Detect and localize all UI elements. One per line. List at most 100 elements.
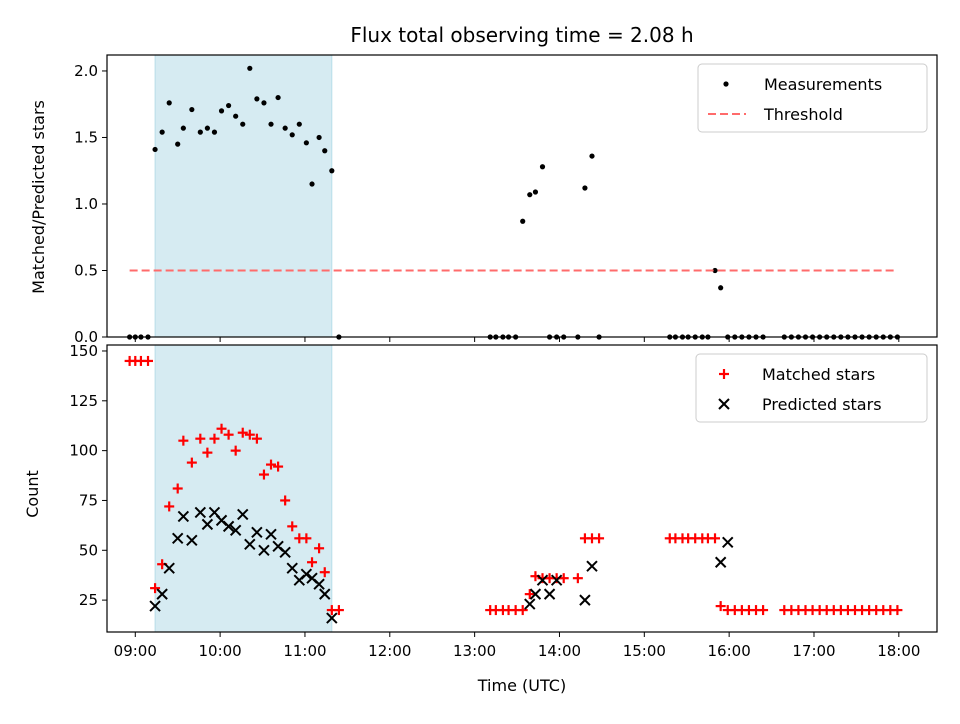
matched-stars-point (202, 447, 213, 458)
predicted-stars-point (722, 536, 734, 549)
matched-stars-point (251, 433, 262, 444)
predicted-stars-point (163, 562, 175, 574)
x-stroke-b (300, 568, 313, 580)
top-y-axis-label: Matched/Predicted stars (29, 100, 48, 294)
top-y-tick-label: 1.5 (74, 128, 98, 146)
x-stroke-b (201, 518, 214, 531)
measurement-point (712, 267, 718, 274)
predicted-stars-point (579, 594, 591, 606)
x-stroke-b (586, 560, 598, 572)
matched-stars-point (572, 573, 583, 584)
legend-box (695, 353, 928, 423)
measurement-point (275, 94, 281, 101)
matched-stars-point (237, 427, 248, 438)
measurement-point (718, 285, 724, 291)
top-panel: 0.0 0.5 1.0 1.5 2.0 Measurements Threshold (74, 54, 938, 346)
bottom-y-tick-label: 75 (79, 491, 98, 509)
matched-stars-point (258, 469, 269, 480)
x-stroke-b (722, 536, 734, 549)
measurement-point (532, 189, 539, 195)
matched-stars-point (287, 521, 298, 532)
predicted-stars-point (265, 528, 277, 541)
top-y-tick-label: 0.0 (74, 328, 98, 346)
predicted-stars-point (529, 588, 542, 600)
x-stroke-b (215, 514, 228, 527)
x-stroke-b (149, 600, 161, 612)
measurement-point (218, 108, 225, 114)
x-tick-label: 17:00 (792, 642, 835, 660)
bottom-axes-frame (106, 344, 938, 633)
predicted-stars-point (313, 578, 325, 590)
x-tick-label: 15:00 (623, 642, 666, 660)
x-stroke-b (286, 562, 298, 574)
x-tick-label: 12:00 (368, 642, 411, 660)
top-legend: Measurements Threshold (697, 63, 928, 133)
legend-box (697, 63, 928, 133)
matched-stars-point (273, 461, 284, 472)
legend-label: Measurements (764, 75, 882, 94)
predicted-stars-point (186, 534, 198, 547)
predicted-stars-point (149, 600, 161, 612)
measurement-point (309, 181, 315, 187)
measurement-point (180, 125, 186, 131)
x-tick-label: 09:00 (114, 642, 157, 660)
x-stroke-b (229, 524, 242, 537)
matched-stars-point (195, 433, 206, 444)
legend-label: Matched stars (762, 365, 875, 384)
measurement-point (189, 106, 195, 113)
matched-stars-point (143, 355, 154, 366)
legend-matched-swatch (719, 369, 729, 379)
measurement-point (152, 146, 158, 153)
predicted-stars-point (524, 598, 536, 610)
x-stroke-b (536, 574, 549, 586)
measurement-point (322, 148, 328, 154)
measurement-point (268, 121, 274, 127)
predicted-stars-point (222, 520, 235, 533)
matched-stars-point (715, 601, 726, 612)
top-observing-span (154, 54, 333, 338)
matched-stars-point (594, 533, 605, 544)
x-stroke-b (251, 526, 263, 539)
x-stroke-b (265, 528, 277, 541)
measurement-point (166, 100, 172, 106)
x-stroke-b (222, 520, 235, 533)
x-stroke-b (579, 594, 591, 606)
predicted-stars-point (194, 506, 207, 519)
x-tick-label: 13:00 (453, 642, 496, 660)
matched-stars-point (307, 557, 318, 568)
x-stroke-b (171, 532, 184, 545)
x-stroke-b (237, 508, 249, 521)
predicted-stars-point (300, 568, 313, 580)
top-y-tick-label: 2.0 (74, 62, 98, 80)
x-tick-label: 18:00 (877, 642, 920, 660)
matched-stars-point (333, 605, 344, 616)
measurement-point (159, 129, 165, 135)
x-tick-label: 11:00 (283, 642, 326, 660)
predicted-stars-point (326, 612, 338, 624)
measurement-point (175, 141, 181, 147)
matched-stars-point (244, 429, 255, 440)
matched-stars-point (178, 435, 189, 446)
predicted-stars-point (237, 508, 249, 521)
x-stroke-b (279, 546, 291, 558)
measurement-point (282, 125, 288, 131)
matched-stars-point (230, 445, 241, 456)
bottom-legend: Matched stars Predicted stars (695, 353, 928, 423)
x-tick-label: 16:00 (708, 642, 751, 660)
matched-stars-point (710, 533, 721, 544)
measurement-point (582, 185, 588, 191)
predicted-stars-point (244, 538, 256, 551)
x-tick-label: 14:00 (538, 642, 581, 660)
legend-measurement-swatch (723, 81, 729, 87)
predicted-stars-point (586, 560, 598, 572)
top-axes-frame (106, 54, 938, 338)
matched-stars-point (892, 605, 903, 616)
predicted-stars-point (229, 524, 242, 537)
x-stroke-b (313, 578, 325, 590)
top-y-tick-label: 1.0 (74, 195, 98, 213)
measurement-point (289, 132, 295, 138)
matched-stars-point (216, 423, 227, 434)
x-stroke-b (156, 588, 168, 600)
